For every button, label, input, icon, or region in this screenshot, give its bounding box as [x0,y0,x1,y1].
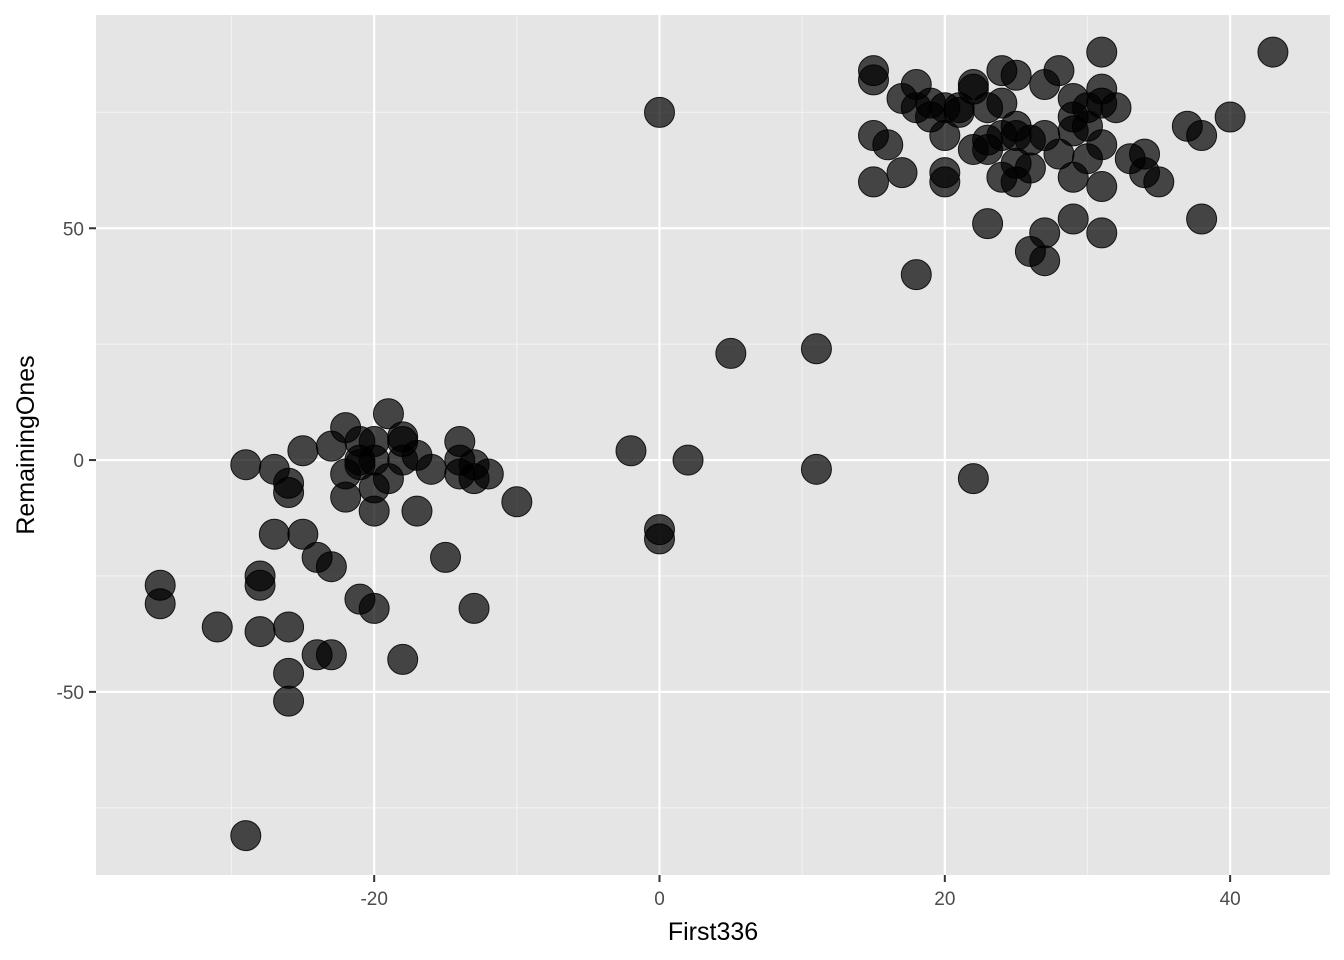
data-point [886,157,918,189]
data-point [615,435,647,467]
data-point [258,518,290,550]
data-point [1029,245,1061,277]
data-point [330,481,362,513]
data-point [1186,203,1218,235]
data-point [857,166,889,198]
data-point [644,96,676,128]
data-point [358,495,390,527]
data-point [644,523,676,555]
data-point [972,208,1004,240]
data-point [929,120,961,152]
data-point [244,616,276,648]
data-point [900,259,932,291]
data-point [287,435,319,467]
data-point [230,449,262,481]
data-point [929,166,961,198]
data-point [273,611,305,643]
data-point [1257,36,1289,68]
data-point [1086,171,1118,203]
data-point [672,444,704,476]
data-point [872,129,904,161]
y-tick-label: -50 [57,683,84,704]
x-axis-title: First336 [668,918,758,946]
data-point [1100,92,1132,124]
data-point [1043,55,1075,87]
data-point [715,337,747,369]
data-point [1086,217,1118,249]
data-point [315,639,347,671]
data-point [800,453,832,485]
data-point [1086,129,1118,161]
data-point [230,820,262,852]
data-point [387,643,419,675]
data-point [1143,166,1175,198]
y-tick-label: 0 [73,451,84,472]
data-point [401,495,433,527]
data-point [857,64,889,96]
data-point [986,87,1018,119]
x-tick-label: 20 [934,889,955,910]
y-axis: -50 0 50 [57,219,96,704]
data-point [957,463,989,495]
data-point [1057,203,1089,235]
data-point [358,592,390,624]
data-point [800,333,832,365]
data-point [273,477,305,509]
data-point [415,453,447,485]
x-tick-label: -20 [360,889,387,910]
data-point [501,486,533,518]
x-axis: -20 0 20 40 [360,875,1241,910]
data-point [1029,217,1061,249]
data-point [472,458,504,490]
y-axis-title: RemainingOnes [12,355,40,534]
data-points [144,36,1289,852]
data-point [458,592,490,624]
data-point [287,518,319,550]
data-point [1000,59,1032,91]
data-point [273,657,305,689]
data-point [244,569,276,601]
x-tick-label: 0 [654,889,665,910]
data-point [144,588,176,620]
data-point [1186,120,1218,152]
data-point [201,611,233,643]
data-point [372,398,404,430]
x-tick-label: 40 [1220,889,1241,910]
data-point [1086,36,1118,68]
data-point [1214,101,1246,133]
data-point [273,685,305,717]
y-tick-label: 50 [63,219,84,240]
data-point [315,551,347,583]
data-point [430,541,462,573]
data-point [1014,152,1046,184]
